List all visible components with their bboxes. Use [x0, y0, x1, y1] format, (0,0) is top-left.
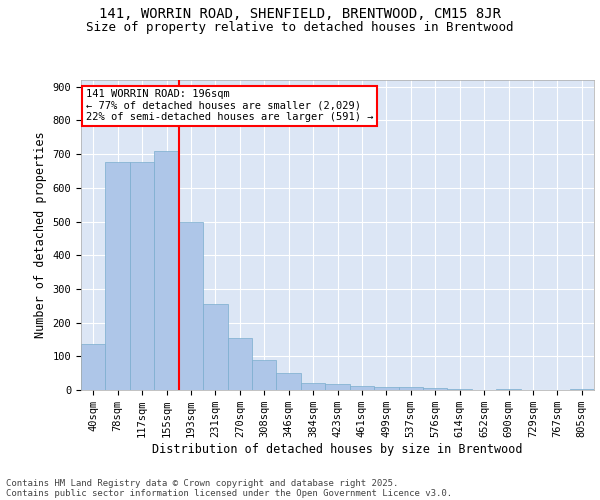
Text: 141, WORRIN ROAD, SHENFIELD, BRENTWOOD, CM15 8JR: 141, WORRIN ROAD, SHENFIELD, BRENTWOOD, …: [99, 8, 501, 22]
Bar: [374, 388, 398, 390]
Bar: [81, 344, 106, 390]
Bar: [569, 388, 594, 390]
Bar: [277, 373, 301, 390]
Text: 141 WORRIN ROAD: 196sqm
← 77% of detached houses are smaller (2,029)
22% of semi: 141 WORRIN ROAD: 196sqm ← 77% of detache…: [86, 90, 374, 122]
Bar: [325, 384, 350, 390]
Bar: [203, 304, 227, 390]
Bar: [154, 151, 179, 390]
Bar: [252, 360, 277, 390]
Text: Contains public sector information licensed under the Open Government Licence v3: Contains public sector information licen…: [6, 488, 452, 498]
Bar: [423, 388, 448, 390]
Bar: [350, 386, 374, 390]
Bar: [130, 162, 154, 390]
Text: Size of property relative to detached houses in Brentwood: Size of property relative to detached ho…: [86, 21, 514, 34]
Text: Contains HM Land Registry data © Crown copyright and database right 2025.: Contains HM Land Registry data © Crown c…: [6, 478, 398, 488]
Bar: [227, 338, 252, 390]
X-axis label: Distribution of detached houses by size in Brentwood: Distribution of detached houses by size …: [152, 443, 523, 456]
Bar: [106, 162, 130, 390]
Bar: [301, 382, 325, 390]
Y-axis label: Number of detached properties: Number of detached properties: [34, 132, 47, 338]
Bar: [448, 388, 472, 390]
Bar: [398, 388, 423, 390]
Bar: [496, 388, 521, 390]
Bar: [179, 222, 203, 390]
